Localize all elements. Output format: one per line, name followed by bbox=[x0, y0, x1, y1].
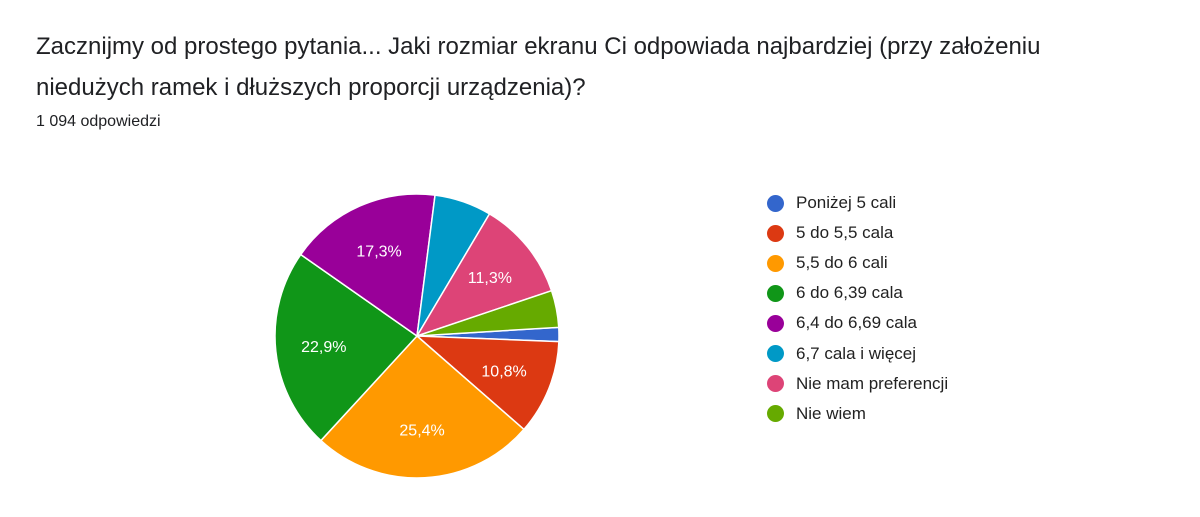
legend-swatch bbox=[767, 254, 784, 272]
pie-slice[interactable] bbox=[414, 335, 560, 431]
legend-label: Nie wiem bbox=[796, 403, 866, 423]
slice-data-label: 17,3% bbox=[356, 243, 401, 260]
legend-swatch bbox=[767, 405, 784, 423]
legend-item[interactable]: 5 do 5,5 cala bbox=[767, 218, 948, 248]
legend-label: Nie mam preferencji bbox=[796, 373, 949, 393]
legend-swatch bbox=[767, 375, 784, 393]
legend-label: 6,7 cala i więcej bbox=[796, 343, 917, 363]
legend-swatch bbox=[767, 314, 784, 332]
legend-label: 6 do 6,39 cala bbox=[796, 283, 903, 303]
slice-data-label: 11,3% bbox=[468, 270, 512, 287]
legend-label: 6,4 do 6,69 cala bbox=[796, 313, 917, 333]
legend-item[interactable]: 6,4 do 6,69 cala bbox=[767, 308, 948, 338]
pie-slice[interactable] bbox=[319, 334, 525, 479]
chart-legend: Poniżej 5 cali 5 do 5,5 cala 5,5 do 6 cali… bbox=[767, 188, 948, 429]
legend-swatch bbox=[767, 224, 784, 242]
legend-item[interactable]: 5,5 do 6 cali bbox=[767, 248, 948, 278]
legend-item[interactable]: 6 do 6,39 cala bbox=[767, 278, 948, 308]
pie-slice[interactable] bbox=[416, 289, 560, 337]
response-count: 1 094 odpowiedzi bbox=[36, 113, 161, 130]
slice-data-label: 22,9% bbox=[301, 339, 346, 356]
legend-item[interactable]: Poniżej 5 cali bbox=[767, 188, 948, 218]
pie-slice[interactable] bbox=[274, 253, 419, 442]
legend-item[interactable]: 6,7 cala i więcej bbox=[767, 338, 948, 368]
slice-data-label: 25,4% bbox=[399, 423, 444, 440]
question-title: Zacznijmy od prostego pytania... Jaki ro… bbox=[36, 33, 1041, 101]
slice-data-label: 10,8% bbox=[481, 364, 526, 381]
legend-swatch bbox=[767, 284, 784, 302]
legend-item[interactable]: Nie wiem bbox=[767, 399, 948, 429]
legend-label: 5 do 5,5 cala bbox=[796, 223, 894, 243]
legend-swatch bbox=[767, 194, 784, 212]
pie-slice[interactable] bbox=[415, 212, 553, 338]
legend-swatch bbox=[767, 345, 784, 363]
legend-label: Poniżej 5 cali bbox=[796, 193, 897, 213]
pie-slice[interactable] bbox=[299, 193, 436, 338]
legend-item[interactable]: Nie mam preferencji bbox=[767, 369, 948, 399]
legend-label: 5,5 do 6 cali bbox=[796, 253, 888, 273]
